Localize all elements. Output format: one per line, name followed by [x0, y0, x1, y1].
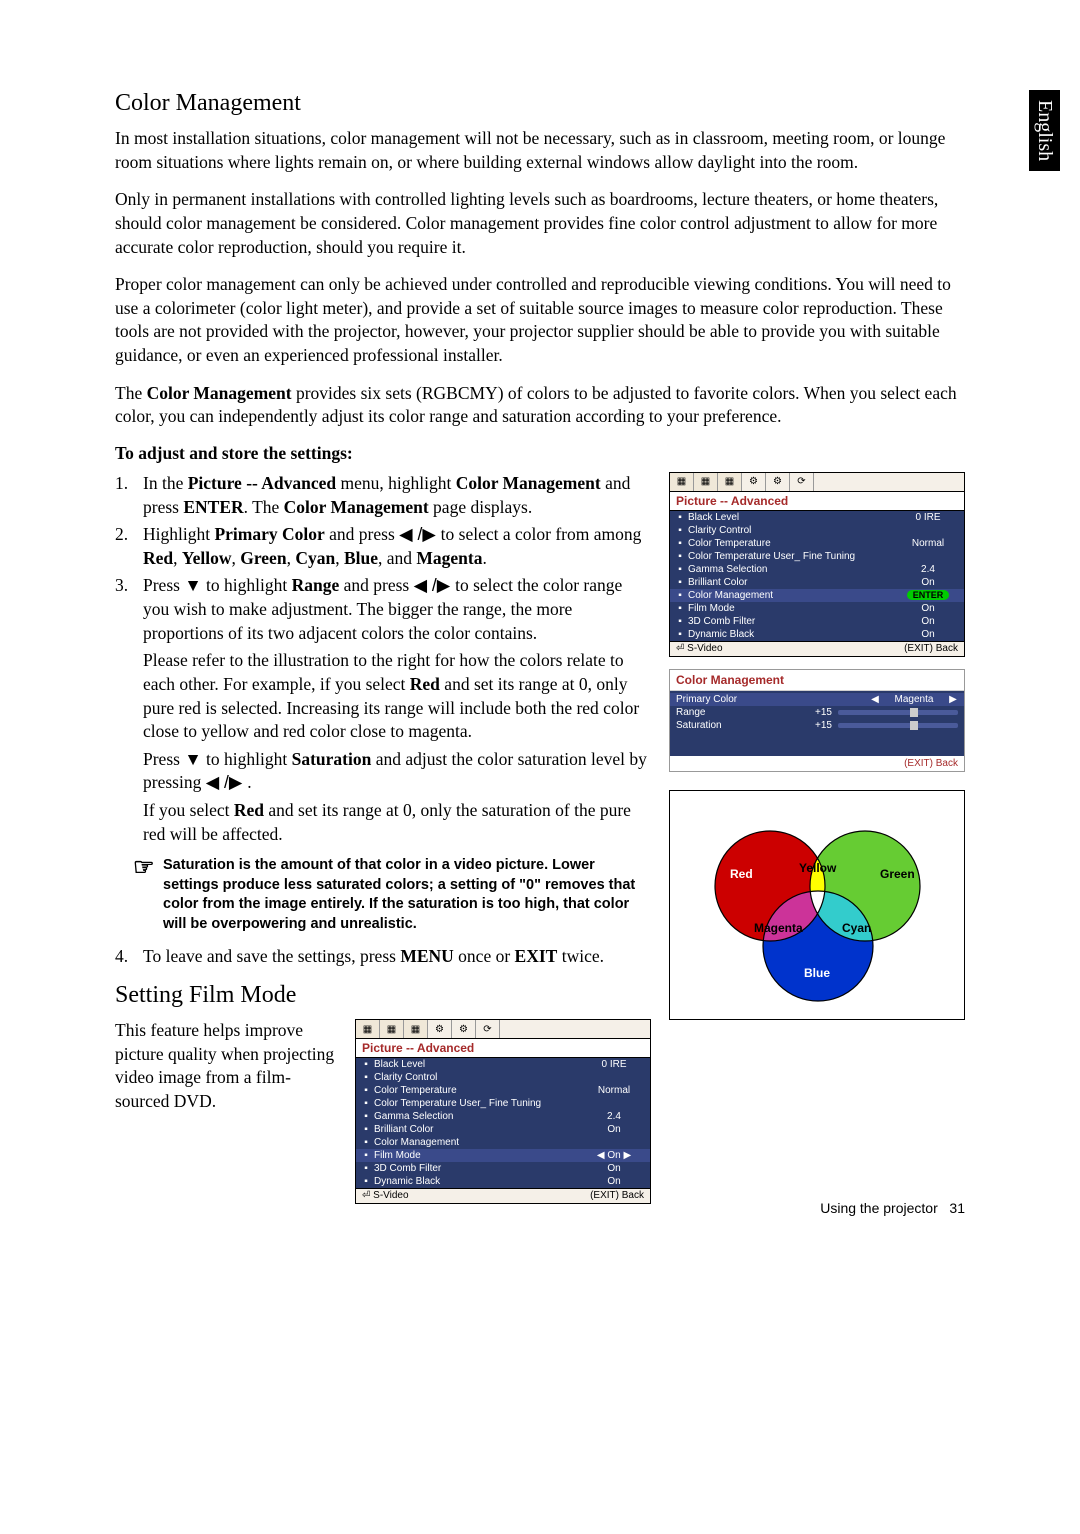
step-3: Press ▼ to highlight Range and press ◀ /…: [115, 574, 651, 645]
paragraph-4: The Color Management provides six sets (…: [115, 382, 965, 429]
osd-menu-film-mode: ▦▦▦⚙⚙⟳ Picture -- Advanced ▪Black Level0…: [355, 1019, 651, 1204]
heading-color-management: Color Management: [115, 90, 965, 117]
language-tab: English: [1029, 90, 1060, 171]
page-footer: Using the projector 31: [820, 1200, 965, 1216]
step-1: In the Picture -- Advanced menu, highlig…: [115, 472, 651, 519]
paragraph-1: In most installation situations, color m…: [115, 127, 965, 174]
step-3-sub-1: Please refer to the illustration to the …: [115, 649, 651, 744]
step-4: To leave and save the settings, press ME…: [115, 945, 651, 969]
osd-menu-color-management: ▦▦▦⚙⚙⟳ Picture -- Advanced ▪Black Level0…: [669, 472, 965, 657]
paragraph-3: Proper color management can only be achi…: [115, 273, 965, 368]
note-icon: ☞: [133, 852, 155, 884]
paragraph-2: Only in permanent installations with con…: [115, 188, 965, 259]
saturation-note: ☞ Saturation is the amount of that color…: [115, 856, 651, 934]
adjust-heading: To adjust and store the settings:: [115, 443, 965, 464]
step-2: Highlight Primary Color and press ◀ /▶ t…: [115, 523, 651, 570]
heading-film-mode: Setting Film Mode: [115, 982, 651, 1009]
steps-list: In the Picture -- Advanced menu, highlig…: [115, 472, 651, 645]
film-mode-paragraph: This feature helps improve picture quali…: [115, 1019, 337, 1114]
step-3-sub-2: Press ▼ to highlight Saturation and adju…: [115, 748, 651, 795]
step-3-sub-3: If you select Red and set its range at 0…: [115, 799, 651, 846]
color-management-panel: Color Management Primary Color ◀Magenta▶…: [669, 669, 965, 772]
color-venn-diagram: Red Yellow Green Magenta Cyan Blue: [669, 790, 965, 1020]
